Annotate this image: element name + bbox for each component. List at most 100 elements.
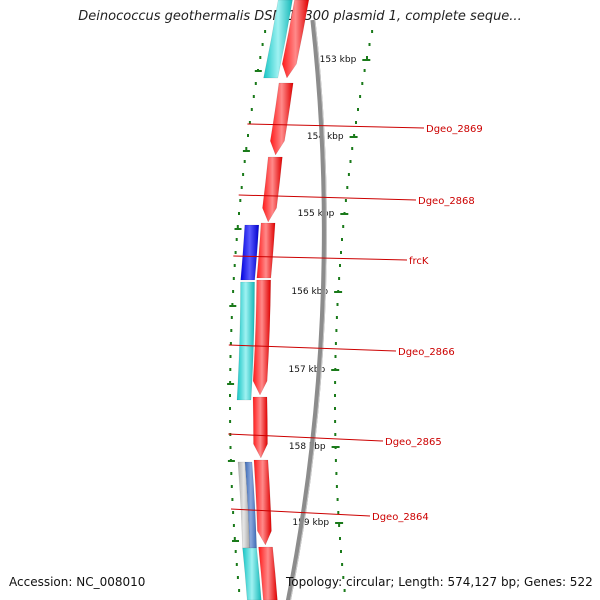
ruler-dot <box>363 69 366 72</box>
outer-ruler-dot <box>229 355 232 358</box>
ruler-dot <box>339 537 341 540</box>
outer-ruler-dot <box>232 277 235 280</box>
outer-ruler-dot <box>236 576 239 579</box>
ruler-dot <box>338 277 341 280</box>
cyan-feature <box>236 281 255 401</box>
ruler-dot <box>334 381 337 384</box>
kbp-tick-label: 157 kbp <box>289 365 326 375</box>
outer-tick <box>234 228 242 230</box>
kbp-tick <box>331 446 340 448</box>
outer-ruler-dot <box>238 212 240 215</box>
cds-feature <box>252 279 271 396</box>
ruler-dot <box>346 186 349 189</box>
gene-label: Dgeo_2869 <box>426 124 483 135</box>
outer-ruler-dot <box>231 498 234 501</box>
ruler-dot <box>334 459 337 462</box>
ruler-dot <box>334 407 336 410</box>
cds-feature <box>258 546 278 600</box>
ruler-dot <box>340 251 342 254</box>
cyan-feature <box>263 0 293 79</box>
ruler-dot <box>344 199 347 202</box>
ruler-dot <box>341 238 343 241</box>
cds-feature <box>270 82 294 156</box>
gene-label-leader <box>228 344 397 352</box>
cds-feature <box>262 156 283 223</box>
frck-feature <box>240 224 260 281</box>
gene-label-leader <box>230 508 371 517</box>
ruler-dot <box>341 563 344 566</box>
ruler-dot <box>340 550 342 553</box>
ruler-dot <box>338 524 341 527</box>
outer-ruler-dot <box>264 30 267 33</box>
outer-ruler-dot <box>229 420 232 423</box>
backbone-circle <box>285 19 327 600</box>
outer-ruler-dot <box>229 394 231 397</box>
outer-ruler-dot <box>239 199 242 202</box>
outer-ruler-dot <box>254 82 257 85</box>
backbone-highlight <box>289 19 327 600</box>
ruler-dot <box>343 589 346 592</box>
gene-label: frcK <box>409 256 429 267</box>
ruler-dot <box>336 498 339 501</box>
kbp-tick <box>362 59 371 61</box>
gene-label: Dgeo_2865 <box>385 437 442 448</box>
outer-tick <box>232 540 239 542</box>
ruler-dot <box>334 433 337 436</box>
kbp-tick-label: 159 kbp <box>292 518 329 528</box>
outer-ruler-dot <box>245 147 248 150</box>
kbp-tick <box>349 136 358 138</box>
outer-ruler-dot <box>232 524 235 527</box>
ruler-dot <box>351 147 354 150</box>
ruler-dot <box>334 355 337 358</box>
ruler-dot <box>339 264 341 267</box>
ruler-dot <box>349 160 352 163</box>
ruler-dot <box>353 134 356 137</box>
gene-label: Dgeo_2864 <box>372 512 429 523</box>
cds-feature <box>281 0 310 79</box>
outer-ruler-dot <box>242 173 245 176</box>
ruler-dot <box>359 95 362 98</box>
ruler-dot <box>366 56 368 59</box>
outer-tick <box>242 150 250 152</box>
outer-ruler-dot <box>243 160 246 163</box>
accession-text: Accession: NC_008010 <box>9 575 146 589</box>
kbp-tick <box>331 369 340 371</box>
outer-ruler-dot <box>231 303 234 306</box>
ruler-dot <box>371 30 374 33</box>
outer-ruler-dot <box>252 95 255 98</box>
outer-ruler-dot <box>230 329 233 332</box>
kbp-tick-label: 153 kbp <box>320 55 357 65</box>
kbp-tick <box>335 522 344 524</box>
kbp-tick-label: 155 kbp <box>298 209 335 219</box>
gene-label: Dgeo_2866 <box>398 347 455 358</box>
ruler-dot <box>334 342 337 345</box>
kbp-tick-label: 154 kbp <box>307 132 344 142</box>
ruler-dot <box>334 394 336 397</box>
ruler-dot <box>335 316 338 319</box>
outer-ruler-dot <box>232 511 235 514</box>
cds-feature <box>252 396 268 459</box>
outer-ruler-dot <box>232 290 235 293</box>
ruler-dot <box>335 485 338 488</box>
outer-ruler-dot <box>229 342 232 345</box>
ruler-dot <box>335 472 338 475</box>
outer-ruler-dot <box>235 563 238 566</box>
outer-ruler-dot <box>250 108 253 111</box>
kbp-tick <box>340 213 349 215</box>
ruler-dot <box>335 329 338 332</box>
gene-label-leader <box>247 123 425 129</box>
outer-ruler-dot <box>229 368 232 371</box>
outer-tick <box>254 70 262 72</box>
outer-ruler-dot <box>240 186 243 189</box>
ruler-dot <box>355 121 357 124</box>
ruler-dot <box>342 225 345 228</box>
outer-ruler-dot <box>235 238 238 241</box>
kbp-tick <box>334 291 343 293</box>
ruler-dot <box>337 511 340 514</box>
outer-ruler-dot <box>236 225 239 228</box>
outer-ruler-dot <box>233 264 236 267</box>
outer-ruler-dot <box>247 134 249 137</box>
outer-ruler-dot <box>248 121 251 124</box>
cyan-feature <box>242 547 262 600</box>
